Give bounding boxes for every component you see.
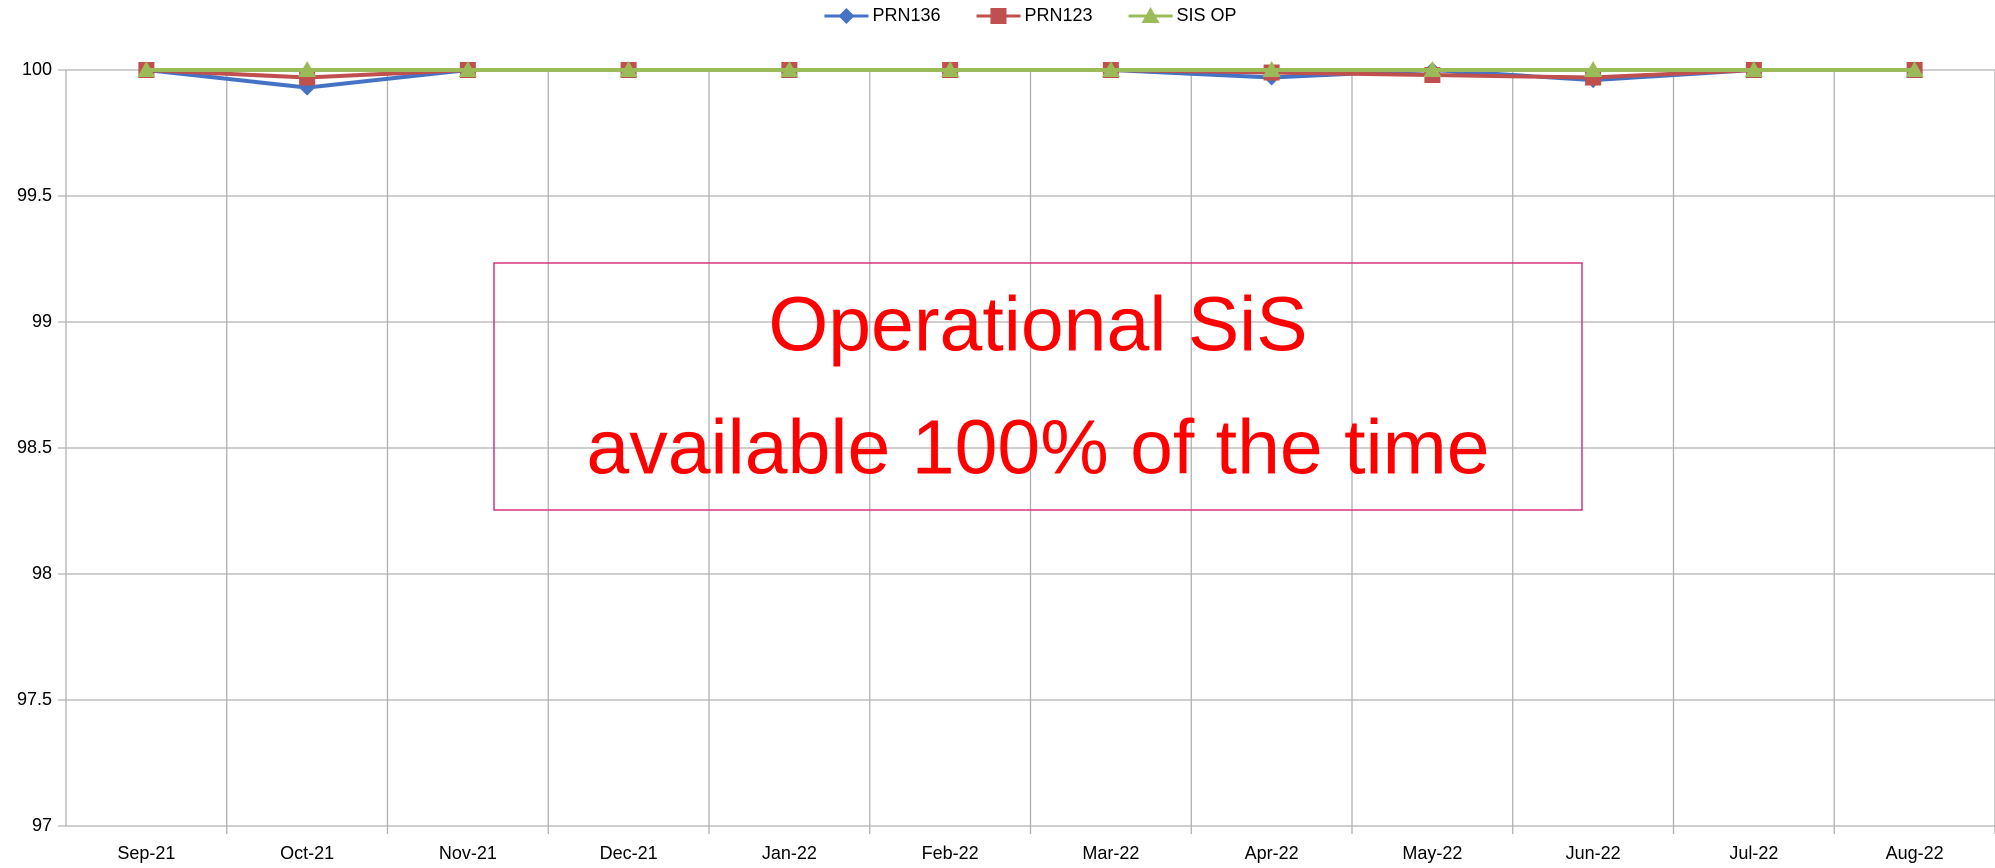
- y-tick-label: 98: [32, 563, 52, 583]
- x-tick-label: Mar-22: [1082, 843, 1139, 863]
- annotation-text: available 100% of the time: [586, 404, 1489, 490]
- y-tick-label: 99: [32, 311, 52, 331]
- x-tick-label: Oct-21: [280, 843, 334, 863]
- legend-marker: [1141, 7, 1160, 23]
- marker: [1101, 61, 1120, 77]
- marker: [1262, 61, 1281, 77]
- y-tick-label: 97: [32, 815, 52, 835]
- marker: [298, 61, 317, 77]
- x-tick-label: Aug-22: [1886, 843, 1944, 863]
- marker: [1423, 61, 1442, 77]
- legend-marker: [838, 8, 855, 24]
- legend-label: PRN123: [1024, 5, 1092, 25]
- x-tick-label: May-22: [1402, 843, 1462, 863]
- legend: PRN136 PRN123 SIS OP: [824, 5, 1237, 25]
- x-tick-label: Sep-21: [117, 843, 175, 863]
- legend-label: PRN136: [872, 5, 940, 25]
- x-tick-label: Apr-22: [1245, 843, 1299, 863]
- y-tick-label: 97.5: [17, 689, 52, 709]
- y-tick-label: 100: [22, 59, 52, 79]
- marker: [137, 61, 156, 77]
- marker: [780, 61, 799, 77]
- annotation-box: [493, 262, 1583, 511]
- y-tick-label: 99.5: [17, 185, 52, 205]
- x-tick-label: Feb-22: [922, 843, 979, 863]
- x-tick-label: Nov-21: [439, 843, 497, 863]
- marker: [1905, 61, 1924, 77]
- marker: [458, 61, 477, 77]
- y-tick-label: 98.5: [17, 437, 52, 457]
- x-tick-label: Jul-22: [1729, 843, 1778, 863]
- x-tick-label: Jun-22: [1566, 843, 1621, 863]
- marker: [1744, 61, 1763, 77]
- legend-label: SIS OP: [1177, 5, 1237, 25]
- legend-marker: [990, 8, 1007, 24]
- marker: [1584, 61, 1603, 77]
- x-tick-label: Jan-22: [762, 843, 817, 863]
- annotation-text: Operational SiS: [768, 281, 1307, 367]
- marker: [619, 61, 638, 77]
- marker: [941, 61, 960, 77]
- x-tick-label: Dec-21: [600, 843, 658, 863]
